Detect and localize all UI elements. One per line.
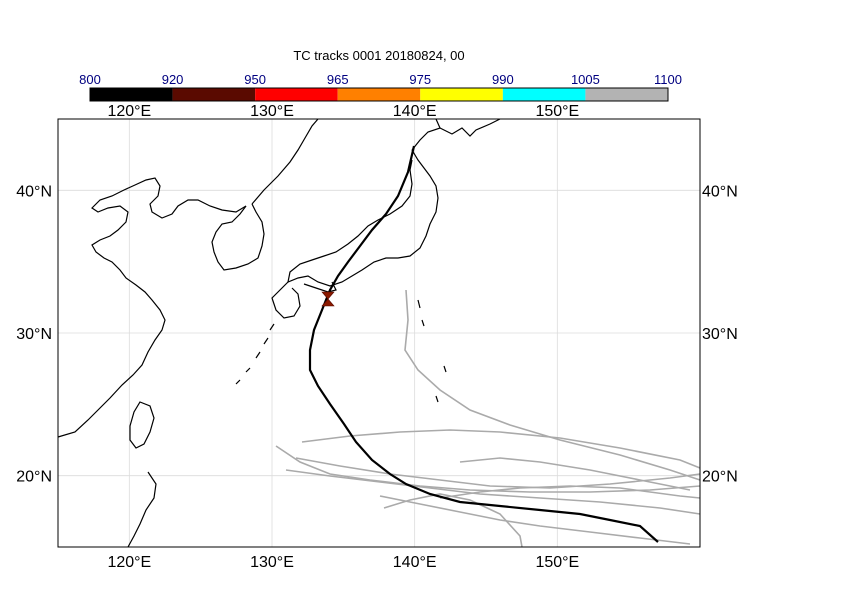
taiwan-coastline [129,401,155,449]
hourglass-marker [321,291,335,307]
gridlines [58,119,700,547]
ensemble-track [295,457,701,489]
colorbar-level-label: 920 [162,72,184,87]
pressure-colorbar [89,87,669,102]
latitude-tick-label: 20°N [702,469,738,486]
ensemble-tracks [275,289,701,548]
main-forecast-track [308,145,659,543]
colorbar-level-label: 965 [327,72,349,87]
latitude-tick-label: 40°N [16,183,52,200]
map-border [57,118,701,548]
ensemble-track [285,469,701,515]
colorbar-level-label: 800 [79,72,101,87]
colorbar-segment [172,88,256,101]
longitude-tick-label: 130°E [250,103,294,120]
longitude-tick-label: 130°E [250,554,294,571]
luzon-coastline [127,471,157,548]
latitude-tick-label: 40°N [702,183,738,200]
hokkaido-coastline [411,118,501,151]
colorbar-level-label: 1005 [571,72,600,87]
honshu-coastline [287,149,439,287]
latitude-tick-label: 20°N [16,469,52,486]
colorbar-segment [502,88,586,101]
longitude-tick-label: 150°E [535,554,579,571]
colorbar-level-label: 950 [244,72,266,87]
ensemble-track [301,429,701,469]
longitude-labels-bottom: 120°E 130°E 140°E 150°E [107,554,579,571]
colorbar-segment [90,88,173,101]
izu-islands [417,299,447,403]
ensemble-track [404,289,701,481]
china-coastline [57,177,247,438]
ryukyu-islands [235,323,275,385]
longitude-tick-label: 140°E [393,103,437,120]
latitude-tick-label: 30°N [702,326,738,343]
latitude-tick-label: 30°N [16,326,52,343]
latitude-labels-left: 40°N 30°N 20°N [16,183,52,485]
colorbar-segment [420,88,503,101]
ensemble-track [459,457,691,491]
colorbar-level-label: 990 [492,72,514,87]
longitude-tick-label: 120°E [107,103,151,120]
figure-title: TC tracks 0001 20180824, 00 [293,48,465,63]
colorbar-labels: 800 920 950 965 975 990 1005 1100 [79,72,682,87]
colorbar-segment [337,88,421,101]
longitude-tick-label: 140°E [393,554,437,571]
colorbar-level-label: 975 [409,72,431,87]
kyushu-coastline [271,281,301,319]
colorbar-level-label: 1100 [654,72,682,87]
colorbar-segment [255,88,338,101]
korea-coastline [211,203,265,271]
russia-coastline [251,118,319,205]
longitude-tick-label: 150°E [535,103,579,120]
latitude-labels-right: 40°N 30°N 20°N [702,183,738,485]
ensemble-track [275,445,701,493]
ensemble-track [439,485,701,499]
map-panel [57,118,701,548]
ensemble-track [379,495,691,545]
colorbar-segment [585,88,668,101]
ensemble-track [383,493,523,548]
sakhalin-coastline [435,118,441,129]
longitude-labels-top: 120°E 130°E 140°E 150°E [107,103,579,120]
coastlines [57,118,501,548]
colorbar-border [89,87,669,102]
longitude-tick-label: 120°E [107,554,151,571]
